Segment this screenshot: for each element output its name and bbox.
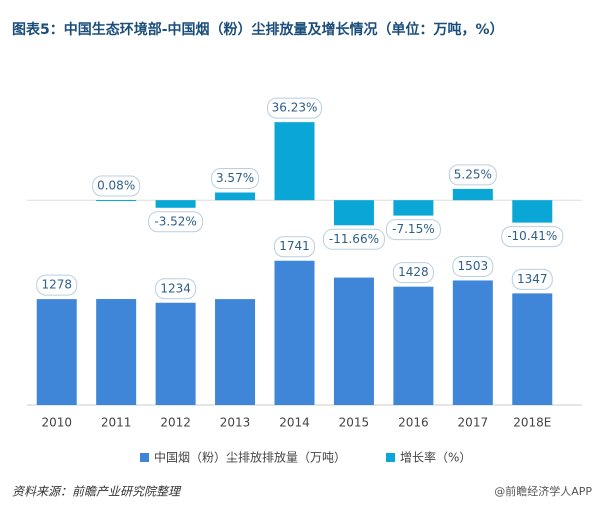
data-label: 1347 (517, 272, 548, 286)
x-tick-label: 2017 (458, 416, 489, 430)
data-label-box (155, 278, 197, 300)
data-label-box (452, 255, 494, 277)
data-label: 1234 (160, 281, 191, 295)
emission-bar (215, 299, 256, 405)
emission-bar (36, 299, 77, 405)
legend-label: 增长率（%） (400, 450, 471, 465)
growth-bar (96, 200, 137, 202)
x-tick-label: 2010 (41, 416, 72, 430)
data-label-box (448, 164, 497, 186)
emission-bar (512, 293, 553, 405)
watermark: @前瞻经济学人APP (494, 484, 592, 498)
growth-bar (452, 188, 493, 201)
emission-bar (333, 277, 374, 405)
data-label-box (211, 168, 260, 190)
growth-bar (512, 200, 553, 223)
data-label: 1428 (398, 265, 429, 279)
data-label-box (385, 219, 441, 241)
data-label-box (148, 211, 204, 233)
data-label: 36.23% (272, 101, 318, 115)
emission-bar (452, 280, 493, 405)
data-label: -7.15% (392, 222, 434, 236)
data-label-box (322, 228, 385, 250)
data-label: -10.41% (507, 229, 557, 243)
data-label: -3.52% (154, 214, 196, 228)
data-label-box (392, 262, 434, 284)
x-tick-label: 2015 (339, 416, 370, 430)
emission-bar (96, 299, 137, 405)
chart-title: 图表5：中国生态环境部-中国烟（粉）尘排放量及增长情况（单位：万吨，%） (12, 21, 504, 38)
data-label: 5.25% (454, 167, 492, 181)
data-label-box (36, 274, 78, 296)
growth-bar (333, 200, 374, 226)
legend-swatch (386, 453, 396, 462)
data-label: -11.66% (329, 232, 379, 246)
x-tick-label: 2016 (398, 416, 429, 430)
emission-bar (393, 286, 434, 405)
data-label-box (267, 97, 322, 119)
data-label-box (274, 236, 315, 258)
data-label-box (92, 175, 141, 197)
legend-label: 中国烟（粉）尘排放排放量（万吨） (154, 450, 346, 465)
data-label: 3.57% (216, 171, 254, 185)
data-label-box (511, 268, 553, 290)
x-tick-label: 2018E (513, 416, 551, 430)
x-tick-label: 2012 (160, 416, 191, 430)
emission-bar (155, 302, 196, 405)
x-tick-label: 2014 (279, 416, 310, 430)
data-label: 1503 (458, 259, 489, 273)
x-tick-label: 2011 (101, 416, 132, 430)
growth-bar (393, 200, 434, 216)
x-tick-label: 2013 (220, 416, 251, 430)
data-label-box (501, 226, 564, 248)
source: 资料来源：前瞻产业研究院整理 (12, 485, 182, 499)
data-label: 0.08% (97, 179, 135, 193)
growth-bar (155, 200, 196, 208)
emission-bar (274, 260, 315, 405)
growth-bar (215, 192, 256, 201)
data-label: 1278 (41, 278, 72, 292)
legend-swatch (140, 453, 149, 462)
growth-bar (274, 122, 315, 201)
data-label: 1741 (279, 239, 310, 253)
